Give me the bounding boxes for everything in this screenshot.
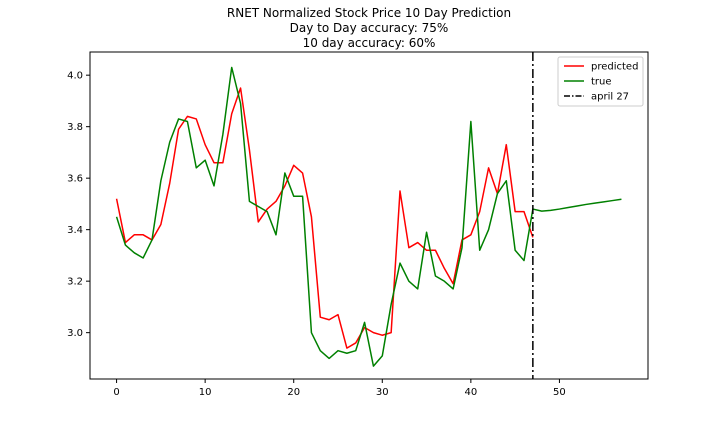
y-tick-label: 3.2 — [67, 277, 83, 288]
x-axis: 0 10 20 30 40 50 — [113, 379, 566, 398]
y-tick-label: 3.6 — [67, 174, 83, 185]
x-tick-label: 10 — [199, 387, 212, 398]
legend-box — [557, 56, 644, 107]
legend: predicted true april 27 — [557, 56, 644, 107]
series-line-true — [115, 66, 622, 367]
chart-title: RNET Normalized Stock Price 10 Day Predi… — [227, 6, 511, 50]
x-tick-label: 40 — [464, 387, 477, 398]
x-tick-label: 50 — [553, 387, 566, 398]
x-tick-label: 20 — [287, 387, 300, 398]
series-layer — [115, 66, 622, 367]
x-tick-label: 0 — [113, 387, 119, 398]
chart-title-line-3: 10 day accuracy: 60% — [303, 36, 436, 50]
y-tick-label: 4.0 — [67, 71, 83, 82]
chart-title-line-1: RNET Normalized Stock Price 10 Day Predi… — [227, 6, 511, 20]
y-axis: 3.0 3.2 3.4 3.6 3.8 4.0 — [67, 71, 90, 339]
y-tick-label: 3.4 — [67, 225, 83, 236]
chart-title-line-2: Day to Day accuracy: 75% — [290, 21, 449, 35]
legend-label: predicted — [591, 62, 638, 73]
y-tick-label: 3.8 — [67, 122, 83, 133]
plot-area — [90, 52, 648, 379]
legend-label: april 27 — [591, 92, 629, 103]
series-line-predicted — [115, 87, 534, 349]
y-tick-label: 3.0 — [67, 328, 83, 339]
plot-frame — [89, 51, 649, 380]
legend-label: true — [591, 77, 612, 88]
x-tick-label: 30 — [376, 387, 389, 398]
